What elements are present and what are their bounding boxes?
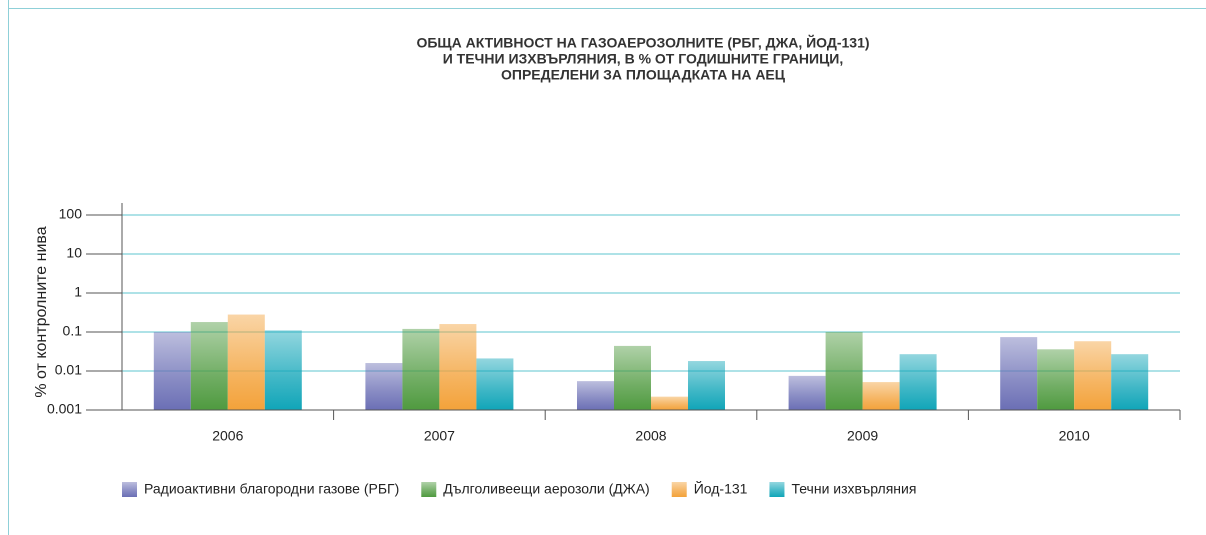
x-tick-label: 2007 <box>424 428 455 444</box>
bar <box>439 324 477 410</box>
bar <box>614 345 651 410</box>
bar <box>264 330 302 410</box>
bar <box>577 381 614 410</box>
bar <box>190 322 228 410</box>
bar <box>1074 341 1112 410</box>
legend-label: Течни изхвърляния <box>791 481 916 497</box>
chart-title: И ТЕЧНИ ИЗХВЪРЛЯНИЯ, В % ОТ ГОДИШНИТЕ ГР… <box>443 51 844 67</box>
x-tick-label: 2006 <box>212 428 243 444</box>
bar <box>899 354 937 410</box>
y-tick-label: 0.01 <box>55 362 82 378</box>
bar <box>651 396 688 410</box>
legend-label: Йод-131 <box>694 480 748 497</box>
legend-swatch <box>421 482 437 497</box>
x-tick-label: 2009 <box>847 428 878 444</box>
bar <box>688 361 725 410</box>
bar <box>227 314 265 410</box>
legend-swatch <box>122 482 137 497</box>
y-tick-label: 0.001 <box>47 401 82 417</box>
bar <box>862 382 900 410</box>
chart-title: ОБЩА АКТИВНОСТ НА ГАЗОАЕРОЗОЛНИТЕ (РБГ, … <box>416 34 869 51</box>
bar <box>825 332 863 410</box>
bar <box>365 363 403 410</box>
y-axis-label: % от контролните нива <box>33 226 50 397</box>
bar <box>1111 354 1149 410</box>
legend-swatch <box>769 482 785 497</box>
y-tick-label: 100 <box>59 206 83 222</box>
chart-title: ОПРЕДЕЛЕНИ ЗА ПЛОЩАДКАТА НА АЕЦ <box>501 67 786 83</box>
bar <box>476 358 514 410</box>
x-tick-label: 2008 <box>635 428 666 444</box>
legend-swatch <box>671 482 687 497</box>
legend-label: Радиоактивни благородни газове (РБГ) <box>144 481 399 497</box>
y-tick-label: 10 <box>66 245 82 261</box>
y-tick-label: 1 <box>74 284 82 300</box>
bar <box>402 328 440 410</box>
bar <box>788 375 826 410</box>
bar <box>1037 349 1075 410</box>
y-tick-label: 0.1 <box>63 323 83 339</box>
bar <box>1000 337 1038 410</box>
legend-label: Дълголивеещи аерозоли (ДЖА) <box>443 481 649 497</box>
x-tick-label: 2010 <box>1059 428 1090 444</box>
bar <box>153 332 191 410</box>
